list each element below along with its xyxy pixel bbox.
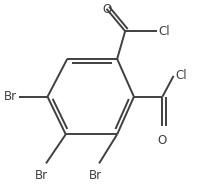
- Text: Cl: Cl: [175, 69, 186, 82]
- Text: Br: Br: [35, 169, 48, 182]
- Text: Cl: Cl: [158, 25, 170, 38]
- Text: Br: Br: [4, 90, 17, 103]
- Text: O: O: [157, 134, 166, 147]
- Text: O: O: [101, 3, 111, 16]
- Text: Br: Br: [88, 169, 101, 182]
